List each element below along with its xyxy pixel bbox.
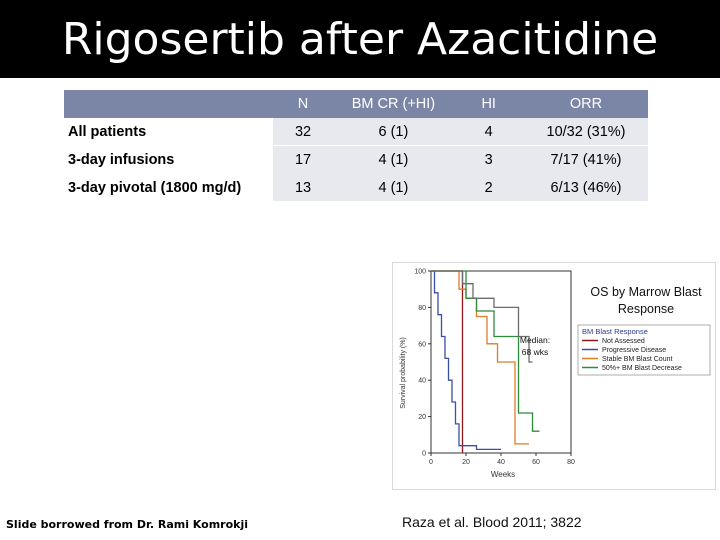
row-label: 3-day pivotal (1800 mg/d) xyxy=(64,174,273,202)
median-annotation: 68 wks xyxy=(522,347,548,357)
row-label: All patients xyxy=(64,118,273,146)
table-header-cell: N xyxy=(272,90,334,118)
y-tick-label: 60 xyxy=(418,341,426,348)
cell-orr: 7/17 (41%) xyxy=(524,146,648,174)
legend-label: Not Assessed xyxy=(602,338,645,345)
table-header-cell: ORR xyxy=(524,90,648,118)
median-annotation: Median: xyxy=(520,335,550,345)
series-line-2 xyxy=(431,270,529,445)
slide-title: Rigosertib after Azacitidine xyxy=(61,14,659,65)
series-line-3 xyxy=(431,270,540,432)
x-tick-label: 60 xyxy=(532,459,540,466)
table-header-cell: HI xyxy=(453,90,525,118)
y-axis-label: Survival probability (%) xyxy=(400,337,407,409)
series-line-1 xyxy=(431,270,501,451)
table-row: All patients 32 6 (1) 4 10/32 (31%) xyxy=(64,118,648,146)
legend-title: BM Blast Response xyxy=(582,327,648,336)
series-line-0 xyxy=(431,270,464,453)
legend-box xyxy=(577,324,711,376)
legend-label: Stable BM Blast Count xyxy=(602,356,672,363)
cell-hi: 4 xyxy=(453,118,525,146)
y-tick-label: 100 xyxy=(414,269,426,276)
y-tick-label: 20 xyxy=(418,414,426,421)
footer-credit: Slide borrowed from Dr. Rami Komrokji xyxy=(6,518,248,531)
results-table: N BM CR (+HI) HI ORR All patients 32 6 (… xyxy=(64,90,648,202)
series-line-4 xyxy=(431,270,533,363)
survival-chart: 0 20 40 60 80 100 0 20 40 60 80 BM Blast Response N… xyxy=(400,269,711,479)
x-tick-label: 20 xyxy=(462,459,470,466)
table-header-cell xyxy=(64,90,273,118)
x-axis-label: Weeks xyxy=(491,470,515,479)
citation: Raza et al. Blood 2011; 3822 xyxy=(402,514,582,530)
survival-figure: 0 20 40 60 80 100 0 20 40 60 80 BM Blast Response N… xyxy=(392,262,716,490)
cell-hi: 2 xyxy=(453,174,525,202)
cell-bm-cr: 4 (1) xyxy=(333,146,454,174)
x-tick-label: 40 xyxy=(497,459,505,466)
cell-n: 13 xyxy=(272,174,334,202)
table-row: 3-day infusions 17 4 (1) 3 7/17 (41%) xyxy=(64,146,648,174)
cell-bm-cr: 4 (1) xyxy=(333,174,454,202)
chart-title: OS by Marrow Blast Response xyxy=(590,285,702,316)
y-tick-label: 0 xyxy=(422,451,426,458)
legend-label: Progressive Disease xyxy=(602,347,666,354)
legend-label: 50%+ BM Blast Decrease xyxy=(602,365,682,372)
row-label: 3-day infusions xyxy=(64,146,273,174)
table-header-cell: BM CR (+HI) xyxy=(333,90,454,118)
cell-bm-cr: 6 (1) xyxy=(333,118,454,146)
table-header-row: N BM CR (+HI) HI ORR xyxy=(64,90,648,118)
title-bar xyxy=(0,0,720,78)
cell-n: 17 xyxy=(272,146,334,174)
cell-orr: 6/13 (46%) xyxy=(524,174,648,202)
cell-n: 32 xyxy=(272,118,334,146)
cell-orr: 10/32 (31%) xyxy=(524,118,648,146)
x-tick-label: 80 xyxy=(567,459,575,466)
table-row: 3-day pivotal (1800 mg/d) 13 4 (1) 2 6/1… xyxy=(64,174,648,202)
y-tick-label: 40 xyxy=(418,378,426,385)
cell-hi: 3 xyxy=(453,146,525,174)
x-tick-label: 0 xyxy=(429,459,433,466)
y-tick-label: 80 xyxy=(418,305,426,312)
